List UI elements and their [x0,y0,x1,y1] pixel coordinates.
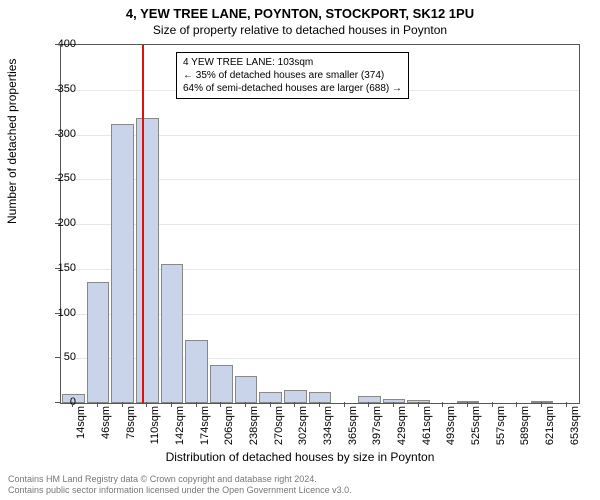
callout-line-3: 64% of semi-detached houses are larger (… [183,82,402,95]
property-marker-line [142,45,144,403]
y-tick-label: 100 [58,307,76,319]
y-axis-label: Number of detached properties [5,59,19,224]
x-tick-mark [245,402,246,407]
x-tick-label: 270sqm [273,406,285,466]
x-tick-label: 397sqm [371,406,383,466]
chart-title-sub: Size of property relative to detached ho… [0,21,600,37]
y-tick-mark [55,178,60,179]
x-tick-mark [418,402,419,407]
x-tick-label: 589sqm [519,406,531,466]
histogram-bar [161,264,184,403]
x-tick-label: 174sqm [199,406,211,466]
property-callout-box: 4 YEW TREE LANE: 103sqm ← 35% of detache… [176,52,409,99]
x-tick-label: 46sqm [100,406,112,466]
histogram-bar [407,400,430,403]
y-tick-mark [55,313,60,314]
x-tick-label: 142sqm [174,406,186,466]
x-tick-mark [72,402,73,407]
y-tick-label: 400 [58,38,76,50]
y-tick-label: 300 [58,128,76,140]
x-tick-mark [393,402,394,407]
x-tick-mark [541,402,542,407]
histogram-plot-area: 4 YEW TREE LANE: 103sqm ← 35% of detache… [60,44,580,404]
x-tick-mark [146,402,147,407]
x-tick-mark [442,402,443,407]
x-tick-mark [344,402,345,407]
x-tick-mark [171,402,172,407]
x-tick-label: 525sqm [470,406,482,466]
histogram-bar [210,365,233,403]
footer-line-2: Contains public sector information licen… [8,485,352,496]
x-tick-mark [566,402,567,407]
x-tick-mark [97,402,98,407]
x-tick-label: 14sqm [75,406,87,466]
x-tick-mark [368,402,369,407]
x-tick-mark [122,402,123,407]
histogram-bar [111,124,134,403]
callout-line-1: 4 YEW TREE LANE: 103sqm [183,56,402,69]
y-tick-label: 50 [64,351,76,363]
y-tick-label: 200 [58,217,76,229]
y-tick-label: 250 [58,172,76,184]
x-tick-mark [270,402,271,407]
x-tick-label: 653sqm [569,406,581,466]
x-tick-mark [467,402,468,407]
x-tick-label: 557sqm [495,406,507,466]
x-tick-label: 334sqm [322,406,334,466]
y-tick-mark [55,223,60,224]
x-tick-mark [294,402,295,407]
histogram-bar [358,396,381,403]
x-tick-mark [516,402,517,407]
y-tick-mark [55,134,60,135]
x-tick-label: 429sqm [396,406,408,466]
histogram-bar [87,282,110,403]
y-tick-mark [55,89,60,90]
attribution-footer: Contains HM Land Registry data © Crown c… [8,474,352,496]
y-tick-label: 150 [58,262,76,274]
x-tick-mark [492,402,493,407]
y-tick-label: 350 [58,83,76,95]
chart-title-main: 4, YEW TREE LANE, POYNTON, STOCKPORT, SK… [0,0,600,21]
x-tick-label: 206sqm [223,406,235,466]
histogram-bar [185,340,208,403]
x-tick-mark [319,402,320,407]
x-tick-mark [220,402,221,407]
histogram-bar [136,118,159,403]
histogram-bar [259,392,282,403]
histogram-bar [284,390,307,403]
y-tick-mark [55,357,60,358]
callout-line-2: ← 35% of detached houses are smaller (37… [183,69,402,82]
x-tick-label: 110sqm [149,406,161,466]
x-tick-label: 621sqm [544,406,556,466]
x-tick-label: 365sqm [347,406,359,466]
x-tick-mark [196,402,197,407]
x-tick-label: 461sqm [421,406,433,466]
histogram-bar [235,376,258,403]
footer-line-1: Contains HM Land Registry data © Crown c… [8,474,352,485]
y-tick-mark [55,402,60,403]
y-tick-mark [55,268,60,269]
x-tick-label: 302sqm [297,406,309,466]
y-tick-mark [55,44,60,45]
x-tick-label: 78sqm [125,406,137,466]
x-tick-label: 493sqm [445,406,457,466]
x-tick-label: 238sqm [248,406,260,466]
